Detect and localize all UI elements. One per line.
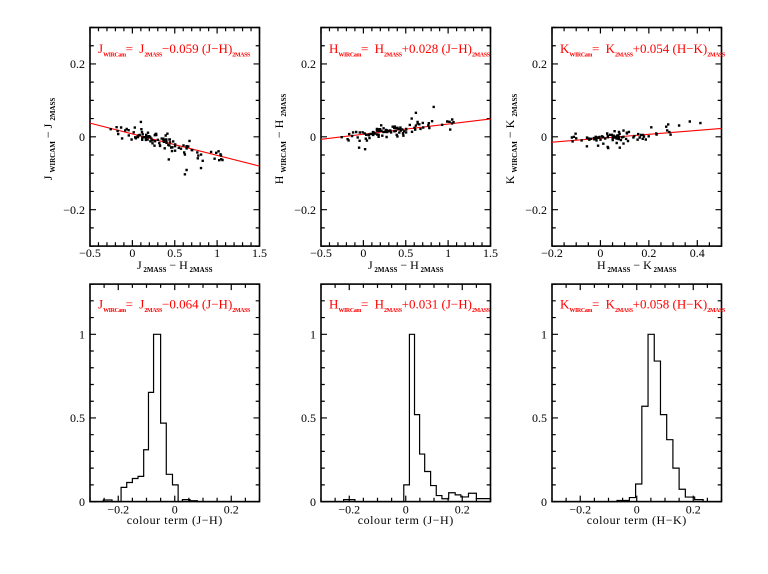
svg-text:−0.2: −0.2 [541,246,563,260]
svg-text:1.5: 1.5 [252,246,267,260]
svg-text:0.2: 0.2 [532,57,547,71]
svg-text:1.5: 1.5 [483,246,498,260]
svg-text:0.2: 0.2 [70,57,85,71]
svg-text:0: 0 [403,503,409,517]
svg-text:0: 0 [597,246,603,260]
svg-text:0.5: 0.5 [532,411,547,425]
svg-text:0: 0 [79,130,85,144]
svg-text:colour term (J−H): colour term (J−H) [127,513,223,527]
svg-text:1: 1 [310,327,316,341]
svg-text:0: 0 [541,130,547,144]
svg-text:−0.2: −0.2 [107,503,129,517]
svg-text:KWIRCam= K2MASS+0.054 (H−K)2MA: KWIRCam= K2MASS+0.054 (H−K)2MASS [560,41,726,59]
svg-text:0.4: 0.4 [690,246,705,260]
svg-text:1: 1 [214,246,220,260]
svg-text:0.2: 0.2 [641,246,656,260]
svg-text:0: 0 [79,495,85,509]
svg-text:−0.2: −0.2 [525,203,547,217]
svg-text:0: 0 [172,503,178,517]
svg-text:0.5: 0.5 [167,246,182,260]
svg-text:0: 0 [310,130,316,144]
svg-text:0: 0 [129,246,135,260]
svg-text:colour term (H−K): colour term (H−K) [587,513,687,527]
svg-text:−0.2: −0.2 [63,203,85,217]
svg-text:colour term (J−H): colour term (J−H) [358,513,454,527]
svg-text:0: 0 [360,246,366,260]
svg-text:0.2: 0.2 [455,503,470,517]
svg-text:0.5: 0.5 [70,411,85,425]
svg-text:1: 1 [79,327,85,341]
svg-text:0: 0 [541,495,547,509]
svg-text:0.5: 0.5 [398,246,413,260]
svg-text:HWIRCam= H2MASS+0.031 (J−H)2MA: HWIRCam= H2MASS+0.031 (J−H)2MASS [329,297,491,315]
svg-text:−0.5: −0.5 [310,246,332,260]
svg-text:−0.2: −0.2 [569,503,591,517]
svg-text:1: 1 [445,246,451,260]
svg-text:0.2: 0.2 [224,503,239,517]
svg-text:0: 0 [310,495,316,509]
svg-text:−0.2: −0.2 [294,203,316,217]
svg-text:−0.2: −0.2 [338,503,360,517]
svg-text:0.2: 0.2 [301,57,316,71]
svg-text:0.2: 0.2 [686,503,701,517]
svg-text:0.5: 0.5 [301,411,316,425]
svg-text:−0.5: −0.5 [79,246,101,260]
svg-text:0: 0 [634,503,640,517]
svg-text:HWIRCam= H2MASS+0.028 (J−H)2MA: HWIRCam= H2MASS+0.028 (J−H)2MASS [329,41,491,59]
svg-text:1: 1 [541,327,547,341]
svg-text:KWIRCam= K2MASS+0.058 (H−K)2MA: KWIRCam= K2MASS+0.058 (H−K)2MASS [560,297,726,315]
